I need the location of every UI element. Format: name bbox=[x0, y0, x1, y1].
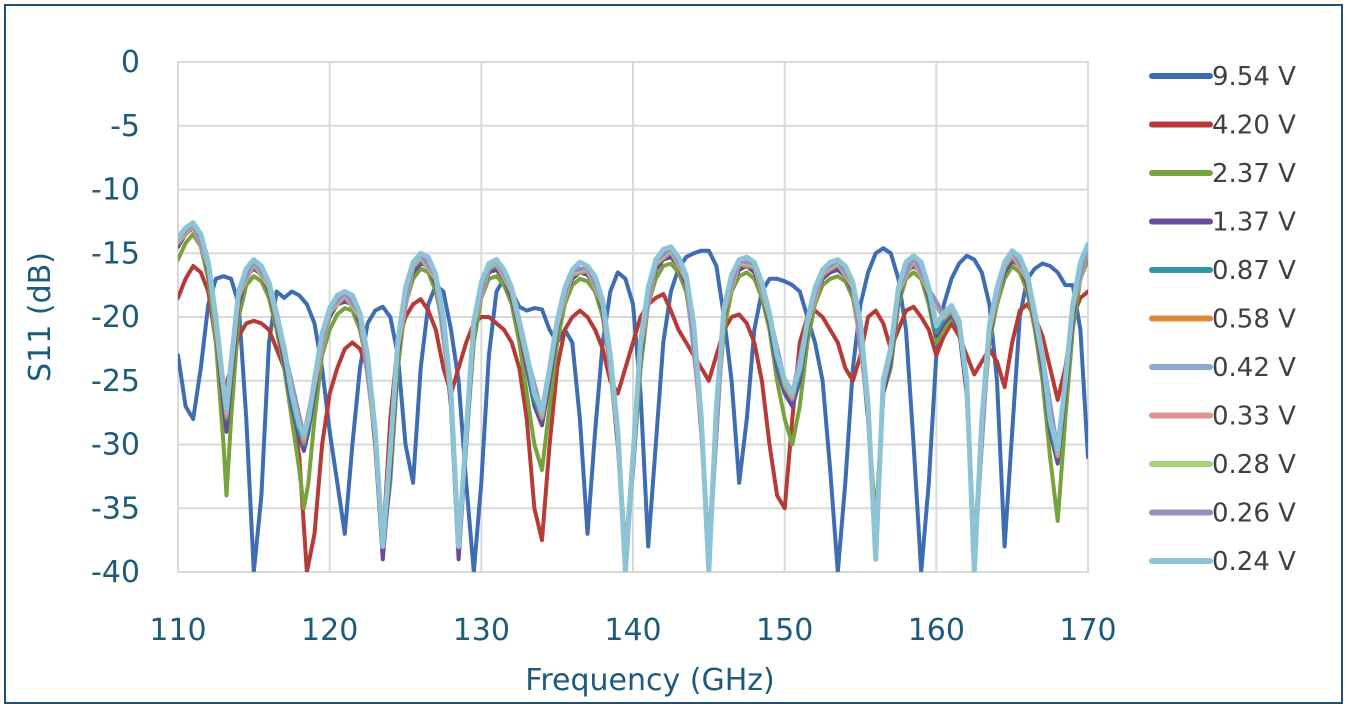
y-tick-label: -30 bbox=[91, 428, 140, 463]
chart-frame bbox=[4, 4, 1343, 704]
x-axis-title: Frequency (GHz) bbox=[525, 663, 774, 698]
y-tick-label: -25 bbox=[91, 364, 140, 399]
legend-item: 4.20 V bbox=[1149, 111, 1296, 141]
x-tick-label: 130 bbox=[453, 613, 510, 648]
x-tick-label: 140 bbox=[604, 613, 661, 648]
x-tick-label: 160 bbox=[908, 613, 965, 648]
x-tick-label: 150 bbox=[756, 613, 813, 648]
y-tick-label: -5 bbox=[110, 109, 140, 144]
y-tick-label: -10 bbox=[91, 173, 140, 208]
legend-label: 0.58 V bbox=[1212, 305, 1296, 335]
x-tick-label: 110 bbox=[149, 613, 206, 648]
x-tick-label: 120 bbox=[301, 613, 358, 648]
legend-item: 0.28 V bbox=[1149, 450, 1296, 480]
legend-item: 1.37 V bbox=[1149, 208, 1296, 238]
legend-label: 0.87 V bbox=[1212, 256, 1296, 286]
legend-item: 0.26 V bbox=[1149, 499, 1296, 529]
legend: 9.54 V 4.20 V 2.37 V 1.37 V 0.87 V 0.58 V 0.42… bbox=[1149, 62, 1296, 577]
legend-label: 0.24 V bbox=[1212, 547, 1296, 577]
legend-label: 1.37 V bbox=[1212, 208, 1296, 238]
series-line-0-24-v bbox=[178, 220, 1088, 572]
y-tick-labels: 0 -5 -10 -15 -20 -25 -30 -35 -40 bbox=[91, 45, 140, 590]
x-tick-labels: 110 120 130 140 150 160 170 bbox=[149, 613, 1116, 648]
y-tick-label: 0 bbox=[121, 45, 140, 80]
y-axis-title: S11 (dB) bbox=[23, 252, 58, 382]
legend-label: 9.54 V bbox=[1212, 62, 1296, 92]
legend-label: 0.33 V bbox=[1212, 402, 1296, 432]
legend-label: 0.26 V bbox=[1212, 499, 1296, 529]
y-tick-label: -15 bbox=[91, 236, 140, 271]
legend-item: 0.42 V bbox=[1149, 353, 1296, 383]
legend-item: 0.58 V bbox=[1149, 305, 1296, 335]
legend-item: 2.37 V bbox=[1149, 159, 1296, 189]
x-tick-label: 170 bbox=[1059, 613, 1116, 648]
legend-label: 0.42 V bbox=[1212, 353, 1296, 383]
legend-item: 0.24 V bbox=[1149, 547, 1296, 577]
y-tick-label: -35 bbox=[91, 491, 140, 526]
legend-item: 0.87 V bbox=[1149, 256, 1296, 286]
y-tick-label: -40 bbox=[91, 555, 140, 590]
legend-item: 9.54 V bbox=[1149, 62, 1296, 92]
legend-label: 4.20 V bbox=[1212, 111, 1296, 141]
series-line-4-20-v bbox=[178, 264, 1088, 572]
legend-item: 0.33 V bbox=[1149, 402, 1296, 432]
series-lines bbox=[178, 220, 1088, 572]
legend-label: 0.28 V bbox=[1212, 450, 1296, 480]
y-tick-label: -20 bbox=[91, 300, 140, 335]
legend-label: 2.37 V bbox=[1212, 159, 1296, 189]
